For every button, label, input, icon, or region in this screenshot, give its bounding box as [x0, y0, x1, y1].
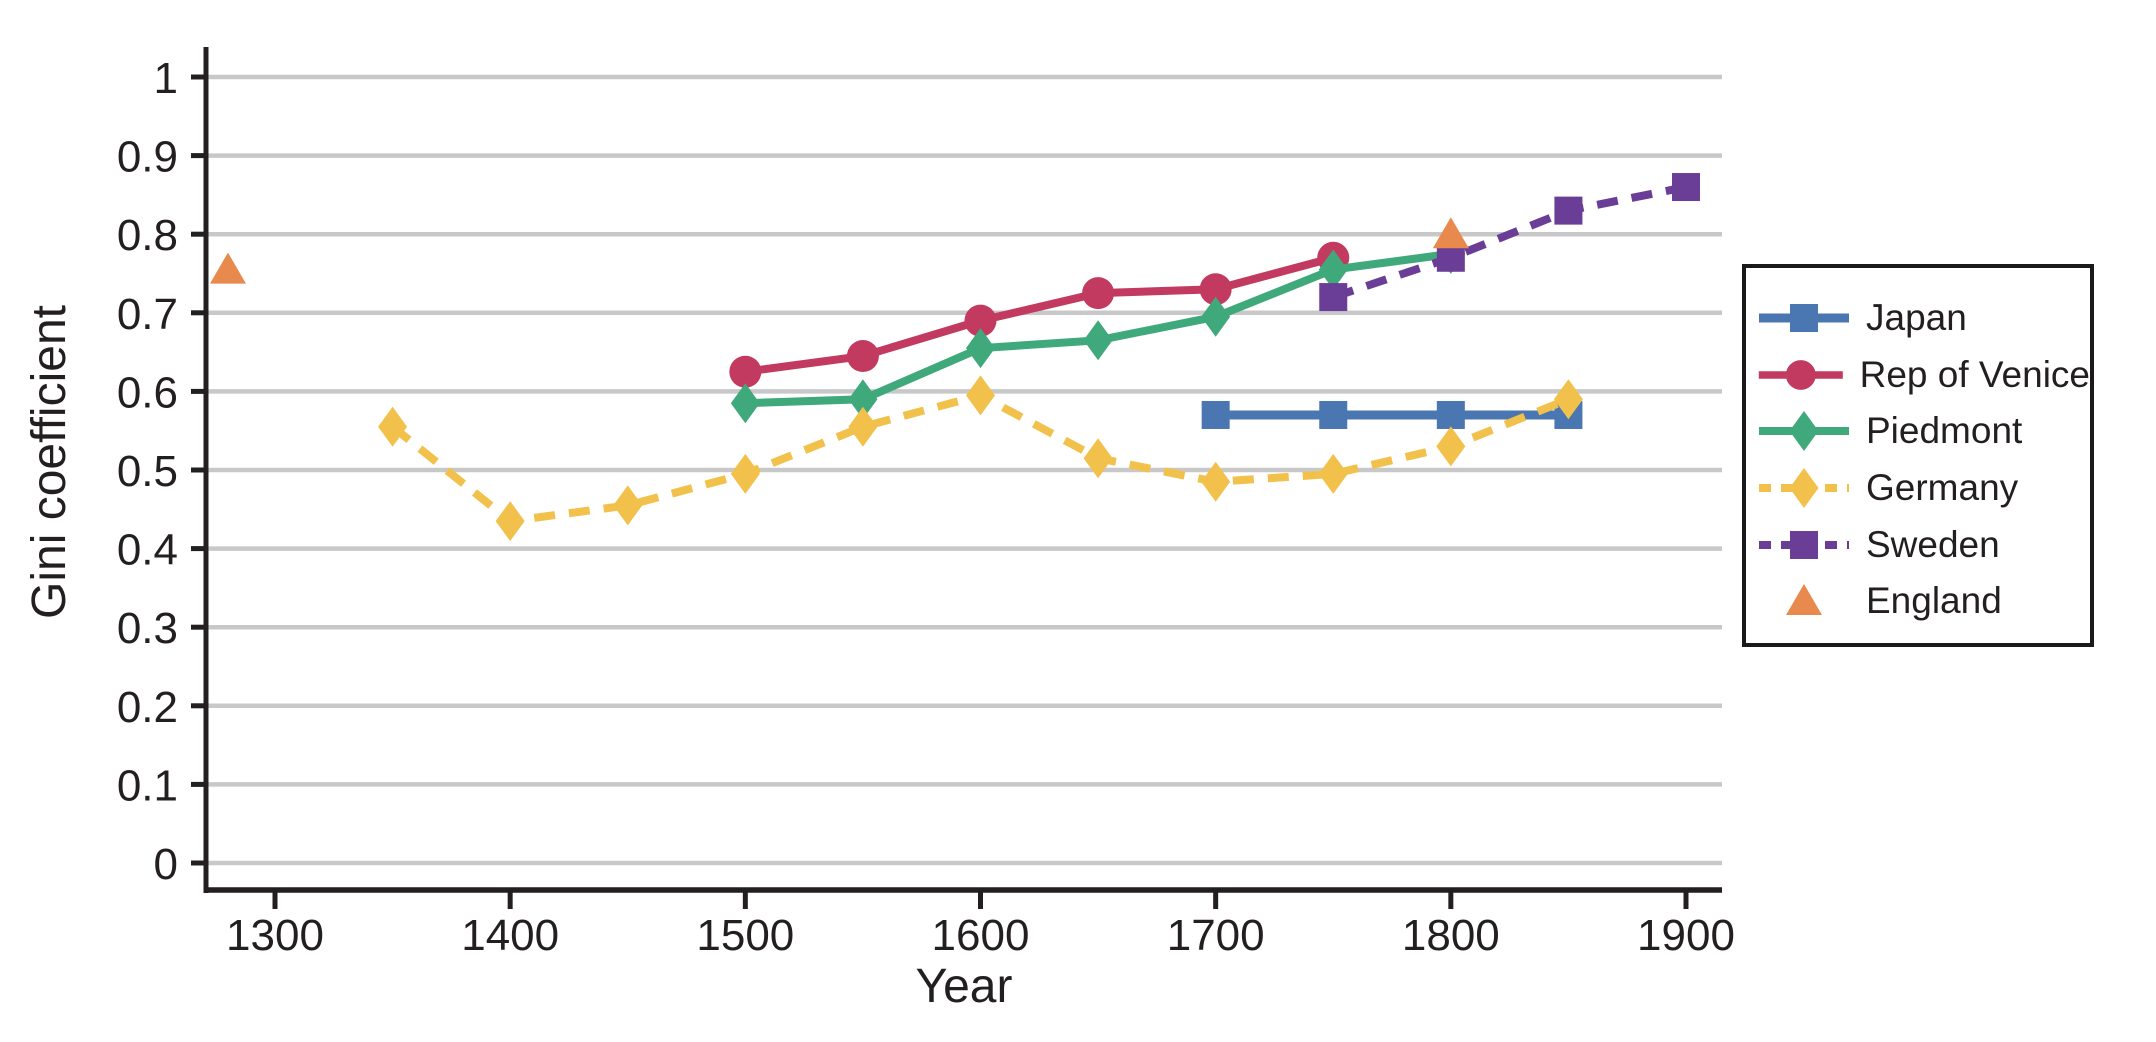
- x-tick-label-1400: 1400: [461, 911, 559, 960]
- germany-marker-1850: [1553, 379, 1583, 420]
- y-tick-label-0.4: 0.4: [117, 526, 178, 575]
- rep-of-venice-marker-1600: [964, 304, 997, 337]
- legend-item-germany: Germany: [1746, 460, 2090, 517]
- series-rep-of-venice: [729, 241, 1350, 388]
- sweden-marker-1900: [1672, 173, 1701, 202]
- legend: Japan Rep of Venice Piedmont Germany Sweden E…: [1742, 264, 2094, 647]
- japan-marker-1750: [1319, 400, 1348, 429]
- y-tick-label-0.3: 0.3: [117, 604, 178, 653]
- series-germany: [378, 375, 1583, 542]
- sweden-marker-1750: [1319, 283, 1348, 312]
- y-tick-label-0.1: 0.1: [117, 761, 178, 810]
- gridlines: [206, 74, 1722, 866]
- rep-of-venice-marker-1700: [1199, 273, 1232, 306]
- legend-diamond-sample-piedmont: [1759, 411, 1849, 452]
- rep-of-venice-marker-1500: [729, 355, 762, 388]
- rep-of-venice-line: [744, 253, 1335, 376]
- legend-item-england: England: [1746, 573, 2090, 630]
- england-marker-1800: [1432, 217, 1469, 249]
- germany-marker-1550: [848, 406, 878, 447]
- legend-diamond-sample-germany: [1759, 468, 1849, 509]
- sweden-marker-1850: [1554, 196, 1583, 225]
- germany-marker-1800: [1436, 426, 1466, 467]
- piedmont-marker-1700: [1201, 296, 1231, 337]
- germany-marker-1700: [1201, 461, 1231, 502]
- piedmont-marker-1650: [1083, 320, 1113, 361]
- legend-label-sweden: Sweden: [1866, 523, 2000, 565]
- germany-marker-1750: [1318, 453, 1348, 494]
- japan-marker-1800: [1436, 400, 1465, 429]
- piedmont-marker-1500: [730, 383, 760, 424]
- y-tick-label-1: 1: [154, 54, 178, 103]
- sweden-legend-marker: [1790, 530, 1818, 559]
- piedmont-marker-1550: [848, 379, 878, 420]
- piedmont-legend-marker: [1789, 411, 1819, 452]
- x-tick-label-1300: 1300: [226, 911, 324, 960]
- piedmont-marker-1750: [1318, 249, 1348, 290]
- legend-item-rep-of-venice: Rep of Venice: [1746, 347, 2090, 404]
- x-tick-label-1900: 1900: [1637, 911, 1735, 960]
- germany-marker-1400: [495, 501, 525, 542]
- legend-label-germany: Germany: [1866, 467, 2019, 509]
- rep-of-venice-marker-1650: [1082, 277, 1115, 310]
- legend-label-piedmont: Piedmont: [1866, 410, 2023, 452]
- series-england: [209, 217, 1469, 284]
- rep-of-venice-marker-1550: [846, 340, 879, 373]
- y-axis-title: Gini coefficient: [23, 305, 76, 619]
- germany-marker-1450: [613, 485, 643, 526]
- legend-circle-sample-rep-of-venice: [1758, 359, 1843, 390]
- germany-legend-marker: [1789, 468, 1819, 509]
- germany-marker-1650: [1083, 438, 1113, 479]
- rep-of-venice-legend-marker: [1785, 359, 1816, 390]
- germany-marker-1600: [966, 375, 996, 416]
- japan-marker-1700: [1201, 400, 1230, 429]
- sweden-line: [1331, 183, 1687, 301]
- x-tick-label-1500: 1500: [696, 911, 794, 960]
- legend-square-sample-japan: [1759, 304, 1849, 333]
- germany-marker-1350: [378, 406, 408, 447]
- germany-marker-1500: [730, 453, 760, 494]
- legend-item-piedmont: Piedmont: [1746, 403, 2090, 460]
- y-tick-label-0.9: 0.9: [117, 133, 178, 182]
- tick-labels: 1300 1400 1500 1600 1700 1800 1900 0 0.1 0.2 0.3 0.…: [117, 54, 1735, 960]
- series-piedmont: [730, 233, 1466, 424]
- y-tick-label-0: 0: [154, 840, 178, 889]
- sweden-marker-1800: [1436, 243, 1465, 272]
- series-japan: [1201, 400, 1583, 429]
- y-tick-label-0.5: 0.5: [117, 447, 178, 496]
- piedmont-marker-1600: [966, 328, 996, 369]
- legend-square-sample-sweden: [1759, 530, 1849, 559]
- japan-legend-marker: [1790, 304, 1818, 333]
- legend-label-japan: Japan: [1866, 297, 1967, 339]
- x-tick-label-1700: 1700: [1167, 911, 1265, 960]
- series-sweden: [1319, 173, 1701, 312]
- legend-triangle-sample-england: [1786, 584, 1822, 616]
- x-tick-label-1800: 1800: [1402, 911, 1500, 960]
- x-tick-label-1600: 1600: [932, 911, 1030, 960]
- england-legend-marker: [1786, 584, 1822, 616]
- legend-item-sweden: Sweden: [1746, 516, 2090, 573]
- england-marker-1280: [209, 252, 246, 284]
- series-layer: [209, 173, 1701, 542]
- x-axis-title: Year: [916, 960, 1013, 1013]
- y-tick-label-0.8: 0.8: [117, 211, 178, 260]
- y-tick-label-0.6: 0.6: [117, 368, 178, 417]
- legend-label-rep-of-venice: Rep of Venice: [1859, 353, 2090, 395]
- y-tick-label-0.2: 0.2: [117, 683, 178, 732]
- legend-label-england: England: [1866, 580, 2002, 622]
- y-tick-label-0.7: 0.7: [117, 290, 178, 339]
- axes: [191, 47, 1722, 909]
- legend-item-japan: Japan: [1746, 290, 2090, 347]
